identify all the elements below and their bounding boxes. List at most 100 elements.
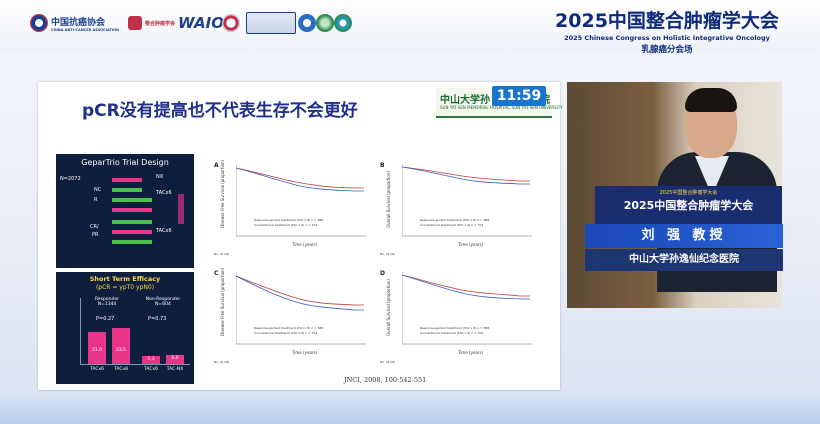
trial-bar <box>178 194 184 224</box>
km-risk-label: No. at risk <box>214 252 230 256</box>
trial-design-title: GeparTrio Trial Design <box>81 158 169 167</box>
km-plot <box>236 164 366 237</box>
trial-design-figure: GeparTrio Trial Design N=2072 NC R CR/ P… <box>56 154 194 268</box>
trial-bar <box>112 188 142 192</box>
km-plot <box>402 164 532 237</box>
bar-tacnx-nonresponder <box>166 355 184 364</box>
presentation-slide: pCR没有提高也不代表生存不会更好 中山大学孙院 SUN YAT-SEN MEM… <box>38 82 563 390</box>
bar-tacx8-responder <box>112 328 130 364</box>
km-legend: Conventional treatment (TAC x 6) n = 704 <box>420 331 484 335</box>
podium-top-text: 2025中国整合肿瘤学大会 <box>659 190 718 196</box>
km-xlabel: Time (years) <box>458 350 484 355</box>
km-legend: Conventional treatment (TAC x 6) n = 704 <box>420 223 484 227</box>
slide-title: pCR没有提高也不代表生存不会更好 <box>82 101 358 121</box>
efficacy-figure: Short Term Efficacy (pCR = ypT0 ypN0) Re… <box>56 272 194 384</box>
ribbon-icon <box>334 14 352 32</box>
trial-label-nc: NC <box>94 187 102 193</box>
speaker-organization: 中山大学孙逸仙纪念医院 <box>585 249 783 271</box>
logo-en-text: CHINA ANTI-CANCER ASSOCIATION <box>51 27 119 32</box>
speaker-name: 刘 强 教授 <box>585 224 783 248</box>
km-ylabel: Overall Survival (proportion) <box>386 279 391 336</box>
trial-bar <box>112 178 142 182</box>
km-legend: Response-guided treatment (TAC x 8) n = … <box>254 326 324 330</box>
category-label: TAC-NX <box>166 367 184 372</box>
globe-logo <box>316 10 337 36</box>
timer-overlay: 11:59 <box>492 86 546 106</box>
km-legend: Conventional treatment (TAC x 6) n = 704 <box>254 331 318 335</box>
emblem-icon <box>298 14 316 32</box>
podium-sign: 2025中国整合肿瘤学大会 2025中国整合肿瘤学大会 <box>595 186 782 224</box>
trial-bar <box>112 230 152 234</box>
bar-value: 21.0 <box>91 348 103 353</box>
congress-title: 2025中国整合肿瘤学大会 <box>555 10 779 32</box>
trial-bar <box>112 198 152 202</box>
km-panel-d: D Overall Survival (proportion) Response… <box>380 270 540 374</box>
bar-tacx6-responder <box>88 332 106 364</box>
nonresponder-p: P=0.73 <box>148 316 167 322</box>
km-risk-label: No. at risk <box>380 252 396 256</box>
km-legend: Response-guided treatment (TAC x 8) n = … <box>420 218 490 222</box>
km-xlabel: Time (years) <box>292 350 318 355</box>
waio-logo: WAIO <box>178 10 224 36</box>
trial-n: N=2072 <box>60 176 81 182</box>
trial-bar <box>112 208 152 212</box>
emblem-logo <box>298 10 319 36</box>
logo-cn-text: 中国抗癌协会 <box>51 17 106 28</box>
km-ylabel: Disease Free Survival (proportion) <box>220 159 225 228</box>
km-panel-letter: A <box>214 162 219 169</box>
round-seal-icon <box>222 14 240 32</box>
km-xlabel: Time (years) <box>292 242 318 247</box>
trial-arm-2: TACx6 <box>156 228 172 234</box>
university-en-text: SUN YAT-SEN MEMORIAL HOSPITAL, SUN YAT-S… <box>440 105 563 110</box>
anti-cancer-association-icon <box>30 14 48 32</box>
km-xlabel: Time (years) <box>458 242 484 247</box>
integrative-oncology-icon <box>128 16 142 30</box>
efficacy-axis <box>80 298 81 364</box>
trial-bar <box>112 240 152 244</box>
km-risk-label: No. at risk <box>214 360 230 364</box>
trial-arm-1: TACx6 <box>156 190 172 196</box>
bar-value: 23.5 <box>115 348 127 353</box>
km-legend: Response-guided treatment (TAC x 8) n = … <box>254 218 324 222</box>
category-label: TACx6 <box>89 367 105 372</box>
km-panel-letter: C <box>214 270 219 277</box>
km-panel-letter: B <box>380 162 385 169</box>
citation: JNCI, 2008, 100:542-551 <box>344 376 427 384</box>
integrative-oncology-logo: 整合肿瘤学会 <box>128 10 175 36</box>
group-responder: Responder N=1344 <box>95 297 119 307</box>
podium-main-text: 2025中国整合肿瘤学大会 <box>623 199 754 212</box>
bottom-wave-decoration <box>0 390 820 424</box>
km-risk-label: No. at risk <box>380 360 396 364</box>
group-nonresponder: Non-Responder N=604 <box>145 297 181 307</box>
efficacy-baseline <box>80 364 190 365</box>
km-plot <box>236 272 366 345</box>
ribbon-logo <box>334 10 355 36</box>
bar-tacx6-nonresponder <box>142 356 160 364</box>
km-panel-a: A Disease Free Survival (proportion) Res… <box>214 159 374 266</box>
top-banner: 中国抗癌协会 CHINA ANTI-CANCER ASSOCIATION 整合肿瘤… <box>0 0 820 55</box>
trial-label-cr: CR/ <box>90 224 99 230</box>
trial-label-r: R <box>94 197 98 203</box>
trial-label-pr: PR <box>92 232 99 238</box>
km-ylabel: Overall Survival (proportion) <box>386 171 391 228</box>
km-plot <box>402 272 532 345</box>
km-panel-c: C Disease Free Survival (proportion) Res… <box>214 267 374 374</box>
bar-value: 6.0 <box>171 356 179 361</box>
journal-logo <box>246 10 299 36</box>
globe-icon <box>316 14 334 32</box>
km-panel-letter: D <box>380 270 385 277</box>
km-panel-b: B Overall Survival (proportion) Response… <box>380 162 540 266</box>
km-legend: Response-guided treatment (TAC x 8) n = … <box>420 326 490 330</box>
round-seal-logo <box>222 10 243 36</box>
anti-cancer-association-logo: 中国抗癌协会 CHINA ANTI-CANCER ASSOCIATION <box>30 10 119 36</box>
bar-value: 5.3 <box>147 357 155 362</box>
efficacy-subtitle: (pCR = ypT0 ypN0) <box>95 284 155 291</box>
km-ylabel: Disease Free Survival (proportion) <box>220 267 225 336</box>
trial-arm-3: NX <box>156 174 164 180</box>
journal-icon <box>246 12 296 34</box>
waio-text: WAIO <box>178 14 224 32</box>
trial-bar <box>112 220 152 224</box>
congress-subtitle: 2025 Chinese Congress on Holistic Integr… <box>564 34 770 42</box>
responder-p: P=0.27 <box>96 316 115 322</box>
efficacy-title: Short Term Efficacy <box>89 275 161 283</box>
